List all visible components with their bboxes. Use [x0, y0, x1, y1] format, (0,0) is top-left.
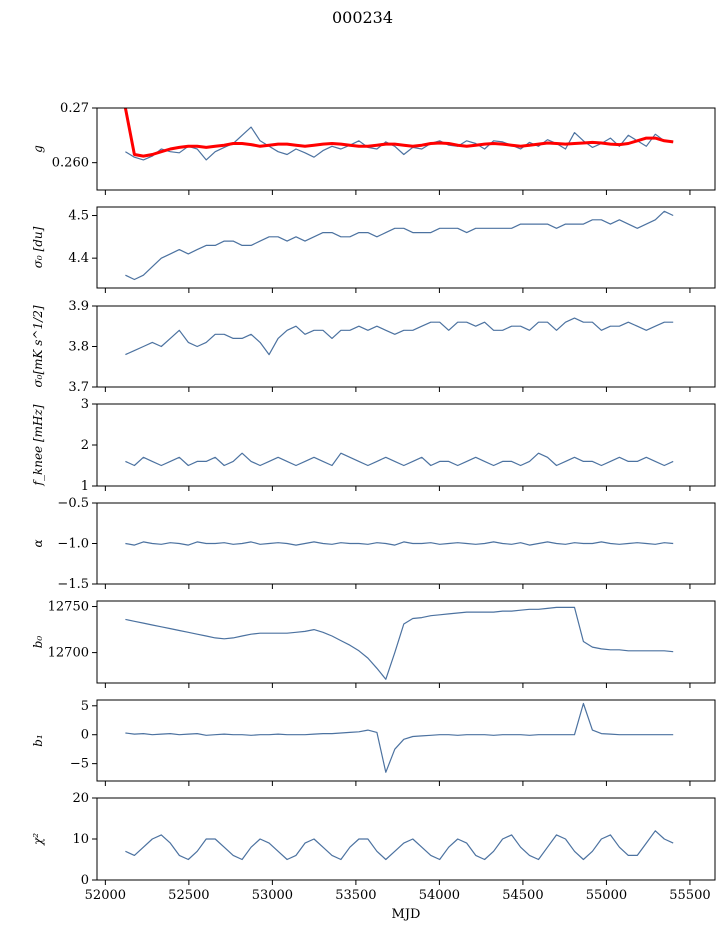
xtick-label: 53000 — [252, 888, 293, 903]
ylabel-b1: b₁ — [31, 734, 45, 747]
ytick-label-fknee: 1 — [81, 479, 89, 494]
ytick-label-b0: 12700 — [48, 646, 89, 661]
series-g-fit — [123, 107, 674, 158]
xtick-label: 55500 — [669, 888, 710, 903]
ytick-label-b1: 5 — [81, 699, 89, 714]
series-g-data — [125, 126, 674, 161]
ytick-label-g: 0.27 — [60, 101, 89, 116]
series-fknee-data — [125, 452, 674, 467]
series-b1-data — [125, 702, 674, 773]
ytick-label-chi2: 20 — [72, 791, 89, 806]
ylabel-alpha: α — [31, 539, 45, 547]
ytick-label-fknee: 2 — [81, 438, 89, 453]
ytick-label-b1: 0 — [81, 728, 89, 743]
axes-frame-g — [96, 107, 716, 191]
axes-frame-sigma0_mk — [96, 305, 716, 388]
series-b0-data — [125, 606, 674, 680]
ylabel-chi2: χ² — [31, 833, 45, 846]
ytick-label-sigma0_mk: 3.7 — [68, 380, 89, 395]
xtick-label: 52500 — [168, 888, 209, 903]
series-alpha-data — [125, 541, 674, 546]
axes-frame-b1 — [96, 699, 716, 782]
xtick-label: 53500 — [335, 888, 376, 903]
ytick-label-sigma0_du: 4.4 — [68, 251, 89, 266]
ytick-label-g: 0.260 — [52, 156, 89, 171]
ytick-label-alpha: −1.5 — [57, 577, 89, 592]
ytick-label-b0: 12750 — [48, 600, 89, 615]
axes-frame-fknee — [96, 403, 716, 487]
series-sigma0_du-data — [125, 210, 674, 281]
ytick-label-sigma0_du: 4.5 — [68, 209, 89, 224]
series-sigma0_mk-data — [125, 317, 674, 356]
ytick-label-alpha: −0.5 — [57, 496, 89, 511]
ytick-label-alpha: −1.0 — [57, 537, 89, 552]
ytick-label-fknee: 3 — [81, 397, 89, 412]
xtick-label: 54000 — [419, 888, 460, 903]
xtick-label: 52000 — [85, 888, 126, 903]
ytick-label-sigma0_mk: 3.9 — [68, 299, 89, 314]
ylabel-fknee: f_knee [mHz] — [31, 404, 45, 486]
axes-frame-chi2 — [96, 797, 716, 881]
figure-title: 000234 — [331, 8, 394, 27]
ytick-label-sigma0_mk: 3.8 — [68, 340, 89, 355]
x-axis-label: MJD — [392, 907, 421, 922]
xtick-label: 55000 — [586, 888, 627, 903]
series-chi2-data — [125, 830, 674, 861]
ytick-label-b1: −5 — [70, 757, 89, 772]
ylabel-g: g — [31, 145, 45, 153]
ylabel-sigma0_mk: σ₀[mK s^1/2] — [31, 305, 45, 387]
axes-frame-sigma0_du — [96, 206, 716, 289]
ylabel-sigma0_du: σ₀ [du] — [31, 226, 45, 268]
axes-frame-b0 — [96, 600, 716, 684]
xtick-label: 54500 — [502, 888, 543, 903]
ytick-label-chi2: 0 — [81, 873, 89, 888]
ytick-label-chi2: 10 — [72, 832, 89, 847]
ylabel-b0: b₀ — [31, 636, 45, 649]
